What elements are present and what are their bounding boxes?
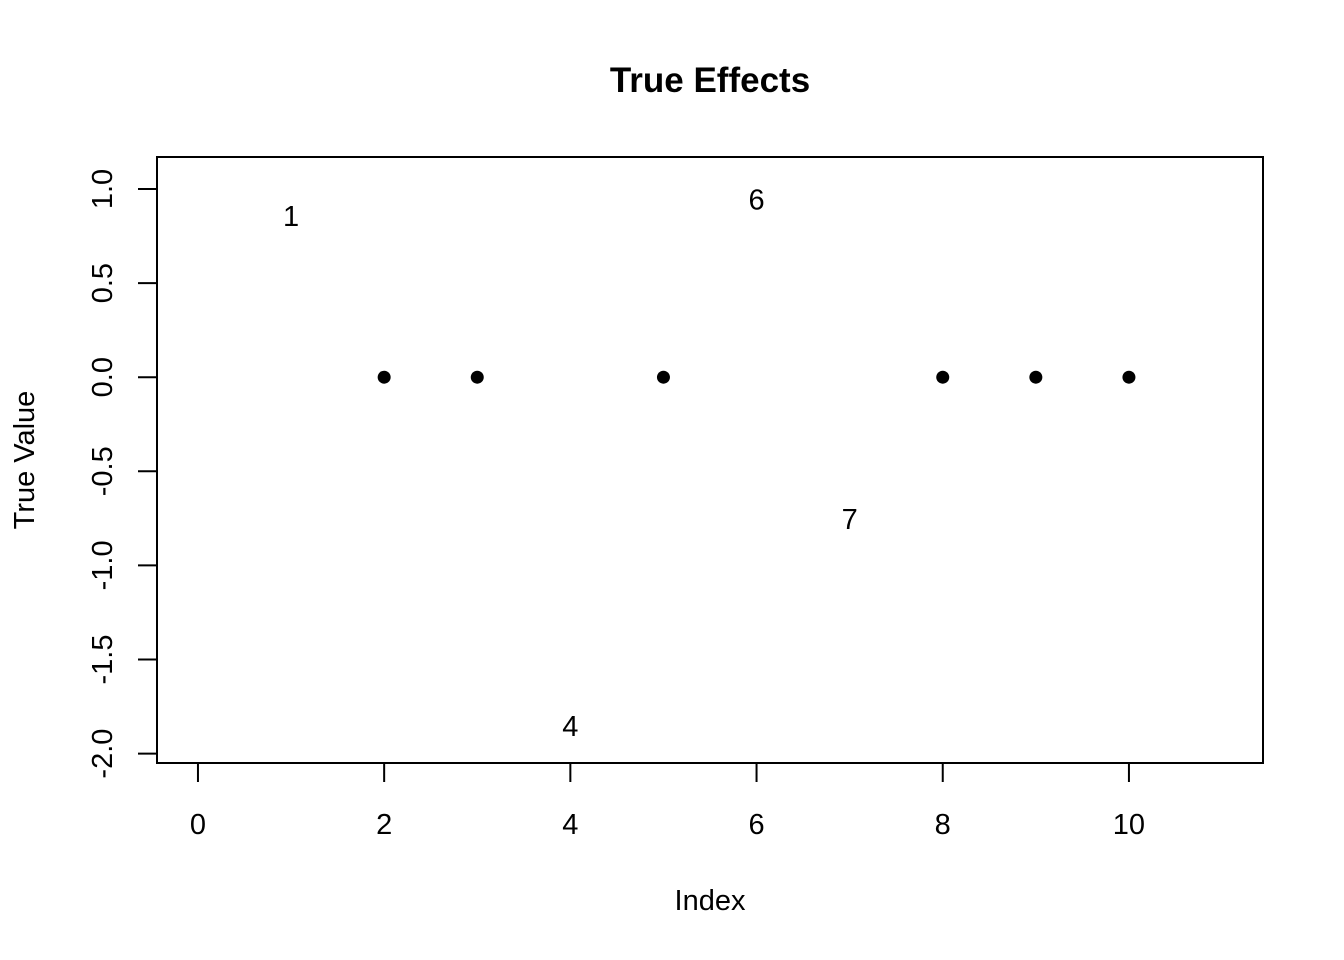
point-labels: 1 4 6 7 <box>283 184 858 743</box>
y-tick-label: 0.0 <box>87 357 119 397</box>
y-tick-label: 0.5 <box>87 263 119 303</box>
data-point <box>936 370 950 384</box>
point-label: 6 <box>748 184 764 216</box>
y-tick-label: -1.5 <box>87 634 119 684</box>
y-axis: -2.0 -1.5 -1.0 -0.5 0.0 0.5 1.0 <box>87 169 158 779</box>
x-tick-label: 6 <box>748 809 764 841</box>
y-tick-label: -2.0 <box>87 729 119 779</box>
data-point <box>377 370 391 384</box>
x-tick-label: 4 <box>562 809 578 841</box>
data-point <box>656 370 670 384</box>
point-label: 1 <box>283 201 299 233</box>
plot-area-border <box>156 156 1264 764</box>
data-point <box>470 370 484 384</box>
point-label: 7 <box>842 504 858 536</box>
x-tick-label: 8 <box>935 809 951 841</box>
x-axis-label: Index <box>675 885 746 917</box>
y-axis-label: True Value <box>9 391 41 530</box>
data-point <box>1029 370 1043 384</box>
x-tick-label: 10 <box>1113 809 1145 841</box>
chart-title: True Effects <box>610 61 810 100</box>
data-points <box>377 370 1136 384</box>
y-tick-label: -0.5 <box>87 446 119 496</box>
point-label: 4 <box>562 711 578 743</box>
y-tick-label: 1.0 <box>87 169 119 209</box>
data-point <box>1122 370 1136 384</box>
x-axis: 0 2 4 6 8 10 <box>190 762 1145 841</box>
y-tick-label: -1.0 <box>87 540 119 590</box>
x-tick-label: 2 <box>376 809 392 841</box>
x-tick-label: 0 <box>190 809 206 841</box>
